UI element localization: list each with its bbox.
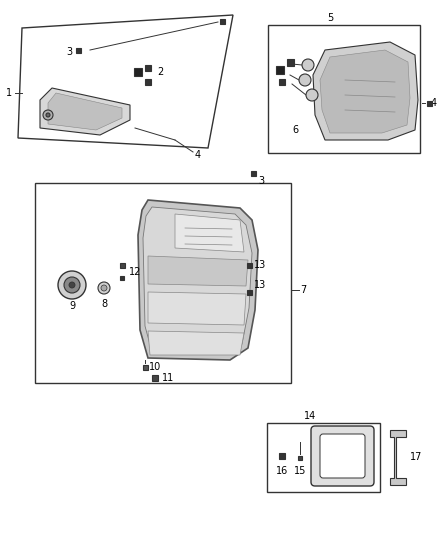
- Bar: [120, 276, 124, 280]
- Circle shape: [306, 89, 318, 101]
- Bar: [427, 101, 431, 106]
- Text: 12: 12: [129, 267, 141, 277]
- Polygon shape: [313, 42, 418, 140]
- Text: 7: 7: [300, 285, 306, 295]
- Text: 15: 15: [294, 466, 306, 476]
- Bar: [247, 262, 251, 268]
- Text: 9: 9: [69, 301, 75, 311]
- Polygon shape: [148, 292, 246, 325]
- Bar: [35, 183, 291, 383]
- Polygon shape: [143, 207, 252, 354]
- Polygon shape: [148, 331, 244, 355]
- Polygon shape: [18, 15, 233, 148]
- Text: 13: 13: [254, 260, 266, 270]
- Polygon shape: [320, 50, 410, 133]
- Text: 14: 14: [304, 411, 316, 421]
- Text: 5: 5: [327, 13, 333, 23]
- Text: 17: 17: [410, 452, 422, 462]
- Bar: [279, 453, 285, 459]
- Polygon shape: [175, 214, 244, 252]
- Circle shape: [299, 74, 311, 86]
- Bar: [298, 456, 302, 460]
- Bar: [268, 25, 420, 153]
- Text: 3: 3: [258, 176, 264, 186]
- Text: 6: 6: [292, 125, 298, 135]
- Bar: [247, 289, 251, 295]
- Circle shape: [101, 285, 107, 291]
- FancyBboxPatch shape: [311, 426, 374, 486]
- Bar: [134, 68, 142, 76]
- Circle shape: [69, 282, 75, 288]
- Circle shape: [43, 110, 53, 120]
- Bar: [251, 171, 255, 175]
- Bar: [219, 19, 225, 23]
- Bar: [145, 79, 151, 85]
- Text: 1: 1: [6, 88, 12, 98]
- Circle shape: [302, 59, 314, 71]
- Circle shape: [46, 113, 50, 117]
- Bar: [120, 262, 124, 268]
- Bar: [145, 65, 151, 71]
- Bar: [152, 375, 158, 381]
- Polygon shape: [48, 93, 122, 130]
- Polygon shape: [40, 88, 130, 135]
- Circle shape: [64, 277, 80, 293]
- Polygon shape: [390, 430, 406, 485]
- Bar: [142, 365, 148, 369]
- Text: 2: 2: [157, 67, 163, 77]
- Circle shape: [98, 282, 110, 294]
- Text: 3: 3: [66, 47, 72, 57]
- Text: 11: 11: [162, 373, 174, 383]
- Polygon shape: [148, 256, 248, 286]
- Bar: [276, 66, 284, 74]
- Polygon shape: [138, 200, 258, 360]
- Bar: [75, 47, 81, 52]
- Bar: [267, 423, 380, 492]
- FancyBboxPatch shape: [320, 434, 365, 478]
- Circle shape: [58, 271, 86, 299]
- Bar: [286, 59, 293, 66]
- Text: 10: 10: [149, 362, 161, 372]
- Bar: [279, 79, 285, 85]
- Text: 16: 16: [276, 466, 288, 476]
- Text: 4: 4: [195, 150, 201, 160]
- Text: 4: 4: [431, 98, 437, 108]
- Text: 8: 8: [101, 299, 107, 309]
- Text: 13: 13: [254, 280, 266, 290]
